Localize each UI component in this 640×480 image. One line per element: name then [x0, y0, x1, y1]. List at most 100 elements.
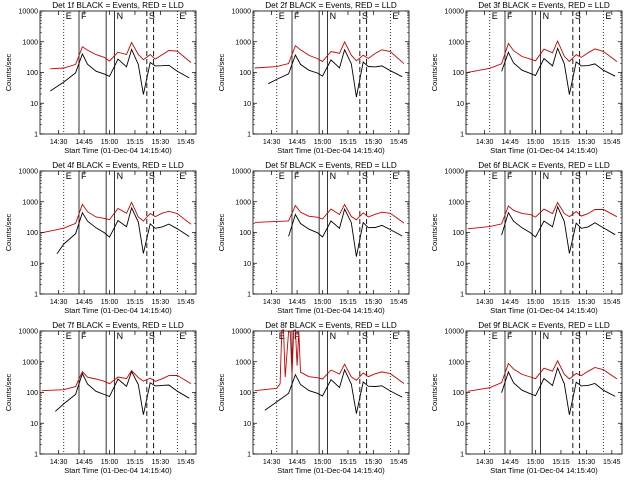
- segment-marker-label: S: [149, 331, 155, 341]
- x-tick-label: 15:30: [152, 299, 170, 306]
- segment-marker-label: E: [605, 171, 611, 181]
- segment-marker-label: E: [605, 11, 611, 21]
- x-axis-label: Start Time (01-Dec-04 14:15:40): [277, 146, 385, 155]
- x-tick-label: 14:45: [75, 459, 93, 466]
- x-axis-label: Start Time (01-Dec-04 14:15:40): [64, 466, 172, 475]
- x-axis-label: Start Time (01-Dec-04 14:15:40): [64, 306, 172, 315]
- x-tick-label: 14:30: [263, 459, 281, 466]
- x-tick-label: 15:45: [177, 459, 195, 466]
- x-tick-label: 14:30: [50, 299, 68, 306]
- segment-marker-label: N: [543, 11, 550, 21]
- panel-title: Det 3f BLACK = Events, RED = LLD: [478, 1, 610, 10]
- y-tick-label: 100: [239, 390, 251, 397]
- y-tick-label: 1: [247, 452, 251, 459]
- y-tick-label: 10000: [19, 9, 39, 16]
- x-tick-label: 15:30: [365, 299, 383, 306]
- y-tick-label: 10: [30, 261, 38, 268]
- x-tick-label: 14:45: [75, 139, 93, 146]
- x-axis-label: Start Time (01-Dec-04 14:15:40): [490, 466, 598, 475]
- y-axis-label: Counts/sec: [430, 53, 439, 91]
- detector-panel: Det 6f BLACK = Events, RED = LLD E F N S E 1 10…: [426, 160, 639, 320]
- y-tick-label: 100: [452, 390, 464, 397]
- lld-series-line: [254, 203, 405, 224]
- x-tick-label: 15:30: [365, 459, 383, 466]
- x-tick-label: 14:45: [75, 299, 93, 306]
- x-tick-label: 14:45: [288, 139, 306, 146]
- detector-panel: Det 8f BLACK = Events, RED = LLD E F N S E 1 10…: [213, 320, 426, 480]
- y-tick-label: 10: [30, 101, 38, 108]
- y-axis-label: Counts/sec: [4, 53, 13, 91]
- y-tick-label: 1000: [235, 359, 251, 366]
- segment-marker-label: S: [362, 331, 368, 341]
- segment-marker-label: E: [392, 11, 398, 21]
- lld-series-line: [467, 201, 618, 230]
- detector-panel: Det 1f BLACK = Events, RED = LLD E F N S E 1 10…: [0, 0, 213, 160]
- x-tick-label: 14:30: [50, 459, 68, 466]
- panel-title: Det 1f BLACK = Events, RED = LLD: [52, 1, 184, 10]
- panel-title: Det 5f BLACK = Events, RED = LLD: [265, 161, 397, 170]
- y-tick-label: 10000: [19, 329, 39, 336]
- segment-marker-label: F: [507, 331, 513, 341]
- segment-marker-label: E: [492, 11, 498, 21]
- segment-marker-label: S: [149, 11, 155, 21]
- lld-series-line: [467, 359, 618, 392]
- y-tick-label: 1: [34, 292, 38, 299]
- x-tick-label: 15:30: [152, 139, 170, 146]
- segment-marker-label: F: [81, 171, 87, 181]
- x-tick-label: 15:45: [603, 299, 621, 306]
- y-tick-label: 1: [34, 452, 38, 459]
- panel-title: Det 2f BLACK = Events, RED = LLD: [265, 1, 397, 10]
- detector-panel: Det 9f BLACK = Events, RED = LLD E F N S E 1 10…: [426, 320, 639, 480]
- y-tick-label: 100: [26, 390, 38, 397]
- x-tick-label: 15:30: [365, 139, 383, 146]
- x-tick-label: 14:45: [288, 459, 306, 466]
- segment-marker-label: E: [492, 171, 498, 181]
- y-axis-label: Counts/sec: [4, 373, 13, 411]
- segment-marker-label: N: [117, 331, 124, 341]
- x-tick-label: 15:30: [578, 299, 596, 306]
- y-tick-label: 10000: [19, 169, 39, 176]
- panel-title: Det 7f BLACK = Events, RED = LLD: [52, 321, 184, 330]
- events-series-line: [49, 48, 190, 95]
- segment-marker-label: N: [117, 171, 124, 181]
- segment-marker-label: E: [66, 331, 72, 341]
- y-tick-label: 1000: [22, 359, 38, 366]
- y-tick-label: 10000: [232, 9, 252, 16]
- y-tick-label: 10000: [445, 329, 465, 336]
- panel-title: Det 6f BLACK = Events, RED = LLD: [478, 161, 610, 170]
- segment-marker-label: F: [81, 331, 87, 341]
- x-tick-label: 15:00: [101, 139, 119, 146]
- lld-series-line: [254, 329, 405, 392]
- y-tick-label: 100: [452, 230, 464, 237]
- y-tick-label: 10: [456, 421, 464, 428]
- events-series-line: [501, 205, 616, 254]
- events-series-line: [501, 46, 616, 95]
- x-tick-label: 14:30: [476, 299, 494, 306]
- segment-marker-label: S: [575, 11, 581, 21]
- segment-marker-label: N: [117, 11, 124, 21]
- x-tick-label: 15:15: [552, 299, 570, 306]
- detector-panel: Det 5f BLACK = Events, RED = LLD E F N S E 1 10…: [213, 160, 426, 320]
- segment-marker-label: S: [362, 11, 368, 21]
- segment-marker-label: F: [294, 11, 300, 21]
- x-tick-label: 15:45: [603, 459, 621, 466]
- segment-marker-label: S: [362, 171, 368, 181]
- segment-marker-label: F: [507, 11, 513, 21]
- x-tick-label: 15:45: [390, 299, 408, 306]
- x-tick-label: 15:15: [552, 139, 570, 146]
- y-tick-label: 100: [452, 70, 464, 77]
- x-tick-label: 14:45: [501, 459, 519, 466]
- x-tick-label: 15:00: [527, 139, 545, 146]
- lld-series-line: [41, 369, 192, 392]
- x-axis-label: Start Time (01-Dec-04 14:15:40): [277, 466, 385, 475]
- events-series-line: [56, 206, 190, 255]
- segment-marker-label: F: [81, 11, 87, 21]
- lld-series-line: [467, 39, 618, 73]
- y-axis-label: Counts/sec: [217, 213, 226, 251]
- events-series-line: [264, 368, 403, 414]
- panel-title: Det 8f BLACK = Events, RED = LLD: [265, 321, 397, 330]
- y-tick-label: 10000: [445, 169, 465, 176]
